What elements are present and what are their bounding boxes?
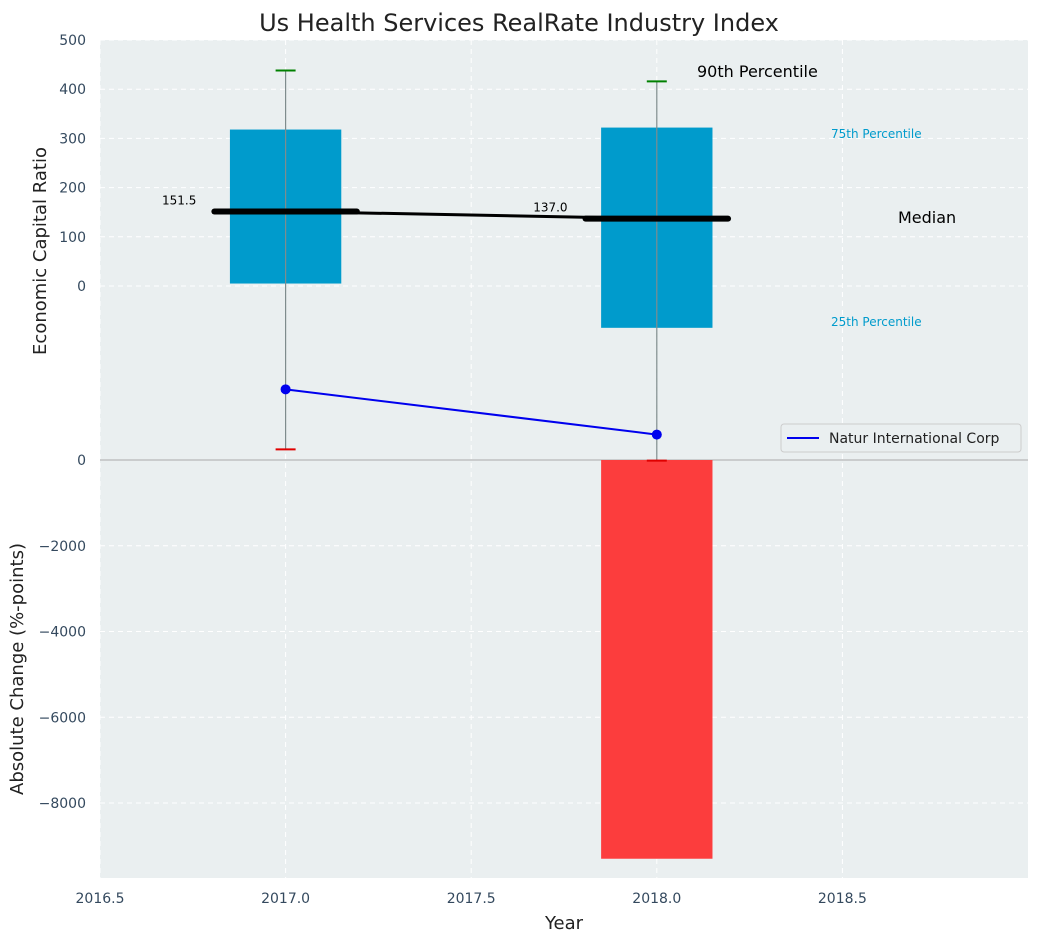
x-tick-label: 2017.5 xyxy=(447,891,496,907)
bottom-y-tick-label: 0 xyxy=(77,453,86,469)
company-point xyxy=(280,384,291,395)
bottom-y-tick-label: −8000 xyxy=(39,796,86,812)
x-tick-label: 2018.0 xyxy=(632,891,681,907)
x-tick-label: 2017.0 xyxy=(261,891,310,907)
annotation-median: Median xyxy=(898,208,956,227)
company-line xyxy=(285,388,657,436)
legend-label: Natur International Corp xyxy=(829,431,1000,447)
tick-labels: 2016.5 2017.0 2017.5 2018.0 2018.5 0 100 200 300… xyxy=(39,33,867,907)
median-value-label: 137.0 xyxy=(533,201,567,215)
annotation-75th-percentile: 75th Percentile xyxy=(831,127,922,141)
chart-title: Us Health Services RealRate Industry Ind… xyxy=(259,9,779,37)
chart-marks: 151.5 137.0 xyxy=(100,69,1028,859)
top-y-tick-label: 200 xyxy=(59,181,86,197)
top-y-tick-label: 100 xyxy=(59,230,86,246)
change-bar xyxy=(601,460,713,859)
top-y-axis-label: Economic Capital Ratio xyxy=(30,147,51,355)
top-y-tick-label: 400 xyxy=(59,82,86,98)
bottom-y-tick-label: −2000 xyxy=(39,539,86,555)
x-tick-label: 2016.5 xyxy=(76,891,125,907)
median-value-label: 151.5 xyxy=(162,193,196,207)
bottom-y-tick-label: −6000 xyxy=(39,710,86,726)
top-y-tick-label: 300 xyxy=(59,131,86,147)
legend-box xyxy=(780,423,1022,453)
x-axis-label: Year xyxy=(544,913,584,934)
x-tick-label: 2018.5 xyxy=(818,891,867,907)
bottom-y-axis-label: Absolute Change (%-points) xyxy=(7,543,28,795)
legend: Natur International Corp xyxy=(780,423,1022,453)
bottom-y-tick-label: −4000 xyxy=(39,625,86,641)
top-y-tick-label: 500 xyxy=(59,33,86,49)
annotation-90th-percentile: 90th Percentile xyxy=(697,62,818,81)
annotation-25th-percentile: 25th Percentile xyxy=(831,315,922,329)
company-point xyxy=(651,429,662,440)
top-y-tick-label: 0 xyxy=(77,279,86,295)
